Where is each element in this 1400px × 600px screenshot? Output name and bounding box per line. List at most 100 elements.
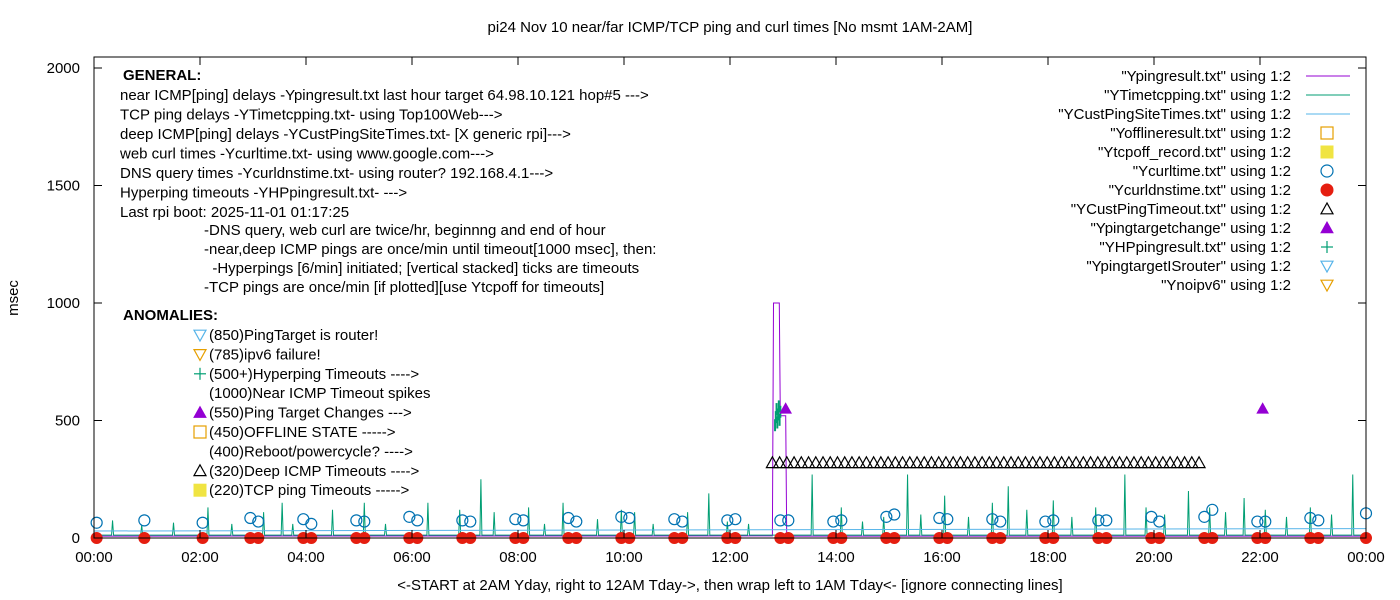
legend-entry-label: "Ycurldnstime.txt" using 1:2: [1109, 182, 1291, 199]
data-point: [859, 455, 874, 469]
data-point: [1083, 455, 1098, 469]
x-tick-label: 06:00: [393, 549, 431, 566]
data-point: [1141, 455, 1156, 469]
data-point: [297, 513, 310, 526]
data-point: [1192, 455, 1207, 469]
data-point: [1206, 503, 1219, 516]
anomaly-symbol: [192, 349, 208, 362]
x-tick-label: 20:00: [1135, 549, 1173, 566]
data-point: [1126, 455, 1141, 469]
x-tick-label: 02:00: [181, 549, 219, 566]
data-point: [411, 514, 424, 527]
anomaly-symbol: [193, 425, 207, 439]
plot-frame: [93, 56, 1367, 539]
data-point: [774, 514, 787, 527]
data-point: [1018, 455, 1033, 469]
data-point: [924, 455, 939, 469]
general-line: near ICMP[ping] delays -Ypingresult.txt …: [120, 87, 649, 104]
anomaly-label: (785)ipv6 failure!: [209, 346, 321, 363]
data-point: [888, 508, 901, 521]
data-point: [1098, 455, 1113, 469]
x-tick-label: 04:00: [287, 549, 325, 566]
data-point: [917, 455, 932, 469]
legend-entry-label: "Ypingresult.txt" using 1:2: [1121, 68, 1291, 85]
anomaly-label: (850)PingTarget is router!: [209, 327, 378, 344]
legend-swatch: [1319, 279, 1335, 293]
data-point: [933, 511, 946, 525]
notes-lines: -DNS query, web curl are twice/hr, begin…: [204, 222, 656, 296]
data-point: [1304, 511, 1317, 525]
data-point: [729, 513, 742, 526]
data-point: [827, 515, 840, 528]
data-point: [808, 455, 823, 469]
data-point: [1076, 455, 1091, 469]
legend-entry-label: "YHPpingresult.txt" using 1:2: [1099, 239, 1291, 256]
data-point: [1092, 514, 1105, 527]
data-point: [837, 455, 852, 469]
legend-entry-label: "Ynoipv6" using 1:2: [1161, 277, 1291, 294]
data-point: [615, 510, 628, 523]
data-point: [1119, 455, 1134, 469]
note-line: -TCP pings are once/min [if plotted][use…: [204, 279, 604, 296]
y-tick-label: 500: [55, 413, 80, 430]
data-point: [852, 455, 867, 469]
data-point: [1047, 514, 1060, 527]
legend-swatch: [1321, 241, 1333, 253]
general-line: Hyperping timeouts -YHPpingresult.txt- -…: [120, 185, 407, 202]
data-point: [676, 515, 689, 528]
anomaly-label: (220)TCP ping Timeouts ----->: [209, 482, 409, 499]
x-tick-label: 00:00: [1347, 549, 1385, 566]
x-tick-label: 16:00: [923, 549, 961, 566]
data-point: [1090, 455, 1105, 469]
data-point: [801, 455, 816, 469]
legend-entry-label: "Ycurltime.txt" using 1:2: [1133, 163, 1291, 180]
data-point: [996, 455, 1011, 469]
x-tick-label: 12:00: [711, 549, 749, 566]
data-point: [1251, 515, 1264, 528]
legend-swatch: [1319, 260, 1335, 274]
data-point: [1054, 455, 1069, 469]
x-tick-label: 14:00: [817, 549, 855, 566]
data-point: [779, 402, 792, 414]
data-point: [1153, 515, 1166, 528]
data-point: [138, 514, 151, 527]
x-tick-label: 22:00: [1241, 549, 1279, 566]
legend-entry-label: "Yofflineresult.txt" using 1:2: [1110, 125, 1291, 142]
data-point: [1163, 455, 1178, 469]
series: [93, 302, 1366, 537]
data-point: [464, 515, 477, 528]
legend-entry-label: "YCustPingTimeout.txt" using 1:2: [1071, 201, 1291, 218]
data-point: [830, 455, 845, 469]
data-point: [517, 514, 530, 527]
legend-entry-label: "YTimetcpping.txt" using 1:2: [1104, 87, 1291, 104]
note-line: -Hyperpings [6/min] initiated; [vertical…: [204, 260, 639, 277]
x-tick-label: 08:00: [499, 549, 537, 566]
data-point: [1112, 455, 1127, 469]
anomalies-heading: ANOMALIES:: [123, 307, 218, 324]
data-point: [1061, 455, 1076, 469]
data-point: [787, 455, 802, 469]
data-point: [623, 511, 636, 525]
anomaly-symbol: [192, 463, 208, 477]
y-tick-label: 1500: [47, 178, 80, 195]
anomaly-label: (400)Reboot/powercycle? ---->: [209, 443, 413, 460]
data-point: [1011, 455, 1026, 469]
data-point: [1032, 455, 1047, 469]
data-point: [1025, 455, 1040, 469]
data-point: [765, 455, 780, 469]
anomaly-label: (500+)Hyperping Timeouts ---->: [209, 366, 419, 383]
data-point: [1134, 455, 1149, 469]
general-line: deep ICMP[ping] delays -YCustPingSiteTim…: [120, 126, 571, 143]
note-line: -near,deep ICMP pings are once/min until…: [204, 241, 656, 258]
data-point: [772, 455, 787, 469]
general-line: web curl times -Ycurltime.txt- using www…: [119, 146, 494, 163]
legend-swatch: [1320, 220, 1334, 234]
legend-swatch: [1319, 201, 1335, 215]
legend-entry-label: "Ytcpoff_record.txt" using 1:2: [1098, 144, 1291, 161]
general-line: Last rpi boot: 2025-11-01 01:17:25: [120, 204, 349, 221]
note-line: -DNS query, web curl are twice/hr, begin…: [204, 222, 606, 239]
data-point: [196, 516, 209, 529]
data-point: [252, 515, 265, 528]
data-point: [975, 455, 990, 469]
